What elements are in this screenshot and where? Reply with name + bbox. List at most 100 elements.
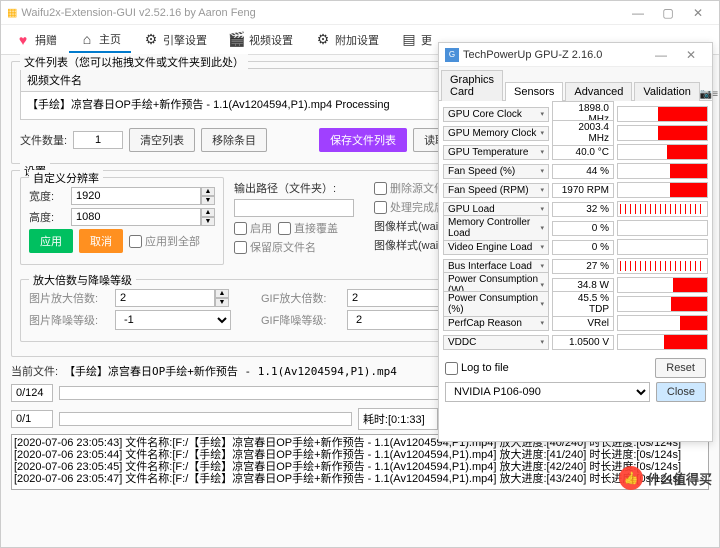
tab-sensors[interactable]: Sensors bbox=[505, 82, 563, 101]
gpuz-window: G TechPowerUp GPU-Z 2.16.0 — ✕ Graphics … bbox=[438, 42, 713, 442]
height-input[interactable]: ▲▼ bbox=[71, 208, 215, 226]
custom-res-label: 自定义分辨率 bbox=[29, 170, 103, 186]
sensor-value: 0 % bbox=[552, 221, 614, 236]
apply-all-checkbox[interactable]: 应用到全部 bbox=[129, 233, 200, 249]
maximize-button[interactable]: ▢ bbox=[653, 3, 683, 23]
current-file-value: 【手绘】凉宫春日OP手绘+新作预告 - 1.1(Av1204594,P1).mp… bbox=[64, 363, 397, 379]
sensor-row: GPU Memory Clock2003.4 MHz bbox=[443, 124, 708, 142]
sensor-name[interactable]: GPU Core Clock bbox=[443, 107, 549, 122]
watermark-icon bbox=[619, 466, 643, 490]
sensor-bar bbox=[617, 239, 708, 255]
main-titlebar[interactable]: ▦ Waifu2x-Extension-GUI v2.52.16 by Aaro… bbox=[1, 1, 719, 25]
proc-after-checkbox[interactable]: 处理完成后 bbox=[374, 199, 445, 215]
sensor-bar bbox=[617, 163, 708, 179]
sensor-bar bbox=[617, 125, 708, 141]
img-style2-label: 图像样式(wai bbox=[374, 237, 438, 253]
tab-validation[interactable]: Validation bbox=[634, 82, 700, 101]
output-path-label: 输出路径（文件夹）: bbox=[234, 180, 336, 196]
sensor-row: Power Consumption (%)45.5 % TDP bbox=[443, 295, 708, 313]
sensor-name[interactable]: GPU Memory Clock bbox=[443, 126, 549, 141]
sensor-name[interactable]: VDDC bbox=[443, 335, 549, 350]
clear-list-button[interactable]: 清空列表 bbox=[129, 128, 195, 152]
sensor-bar bbox=[617, 334, 708, 350]
output-path-input[interactable] bbox=[234, 199, 354, 217]
gif-scale-label: GIF放大倍数: bbox=[261, 290, 341, 306]
cancel-button[interactable]: 取消 bbox=[79, 229, 123, 253]
tab-video[interactable]: 🎬视频设置 bbox=[219, 28, 303, 52]
progress2-count: 0/1 bbox=[11, 410, 53, 428]
log-line: [2020-07-06 23:05:44] 文件名称:[F:/【手绘】凉宫春日O… bbox=[14, 449, 706, 461]
enable-checkbox[interactable]: 启用 bbox=[234, 220, 272, 236]
sensor-bar bbox=[617, 182, 708, 198]
sensor-name[interactable]: Fan Speed (RPM) bbox=[443, 183, 549, 198]
gears-icon: ⚙ bbox=[315, 32, 331, 48]
remove-item-button[interactable]: 移除条目 bbox=[201, 128, 267, 152]
minimize-button[interactable]: — bbox=[623, 3, 653, 23]
log-to-file-checkbox[interactable]: Log to file bbox=[445, 362, 509, 375]
tab-home[interactable]: ⌂主页 bbox=[69, 27, 131, 53]
sensor-name[interactable]: Fan Speed (%) bbox=[443, 164, 549, 179]
gear-icon: ⚙ bbox=[143, 32, 159, 48]
sensor-row: GPU Temperature40.0 °C bbox=[443, 143, 708, 161]
apply-button[interactable]: 应用 bbox=[29, 229, 73, 253]
sensor-bar bbox=[617, 201, 708, 217]
sensor-bar bbox=[617, 258, 708, 274]
file-count: 1 bbox=[73, 131, 123, 149]
gpuz-minimize-button[interactable]: — bbox=[646, 45, 676, 65]
log-line: [2020-07-06 23:05:47] 文件名称:[F:/【手绘】凉宫春日O… bbox=[14, 473, 706, 485]
gif-denoise-label: GIF降噪等级: bbox=[261, 312, 341, 328]
scale-label: 放大倍数与降噪等级 bbox=[29, 272, 136, 288]
sensor-value: 27 % bbox=[552, 259, 614, 274]
tab-more[interactable]: ▤更 bbox=[391, 28, 442, 52]
delete-src-checkbox[interactable]: 删除源文件 bbox=[374, 180, 445, 196]
sensor-row: PerfCap ReasonVRel bbox=[443, 314, 708, 332]
gpuz-title: TechPowerUp GPU-Z 2.16.0 bbox=[463, 49, 602, 61]
tab-advanced[interactable]: Advanced bbox=[565, 82, 632, 101]
overwrite-checkbox[interactable]: 直接覆盖 bbox=[278, 220, 338, 236]
width-input[interactable]: ▲▼ bbox=[71, 187, 215, 205]
close-button[interactable]: ✕ bbox=[683, 3, 713, 23]
sensor-row: Memory Controller Load0 % bbox=[443, 219, 708, 237]
progress1-count: 0/124 bbox=[11, 384, 53, 402]
device-select[interactable]: NVIDIA P106-090 bbox=[445, 382, 650, 402]
sensor-name[interactable]: PerfCap Reason bbox=[443, 316, 549, 331]
reset-button[interactable]: Reset bbox=[655, 358, 706, 378]
tab-graphics-card[interactable]: Graphics Card bbox=[441, 70, 503, 101]
menu-icon[interactable]: ≡ bbox=[712, 89, 718, 100]
sensor-value: 1970 RPM bbox=[552, 183, 614, 198]
sensor-row: Fan Speed (RPM)1970 RPM bbox=[443, 181, 708, 199]
tab-addon[interactable]: ⚙附加设置 bbox=[305, 28, 389, 52]
log-line: [2020-07-06 23:05:45] 文件名称:[F:/【手绘】凉宫春日O… bbox=[14, 461, 706, 473]
save-list-button[interactable]: 保存文件列表 bbox=[319, 128, 407, 152]
sensor-value: 44 % bbox=[552, 164, 614, 179]
tab-donate[interactable]: ♥捐赠 bbox=[5, 28, 67, 52]
sensor-name[interactable]: Video Engine Load bbox=[443, 240, 549, 255]
progress2-bar bbox=[59, 412, 352, 426]
sensor-bar bbox=[617, 296, 708, 312]
gpuz-titlebar[interactable]: G TechPowerUp GPU-Z 2.16.0 — ✕ bbox=[439, 43, 712, 67]
sensor-bar bbox=[617, 106, 708, 122]
sensor-name[interactable]: Memory Controller Load bbox=[443, 215, 549, 241]
height-label: 高度: bbox=[29, 209, 65, 225]
custom-res-group: 自定义分辨率 宽度: ▲▼ 高度: ▲▼ 应用 取消 应用到全部 bbox=[20, 177, 224, 265]
img-scale-input[interactable]: ▲▼ bbox=[115, 289, 229, 307]
img-denoise-label: 图片降噪等级: bbox=[29, 312, 109, 328]
sensor-name[interactable]: Power Consumption (%) bbox=[443, 291, 549, 317]
filelist-label: 文件列表（您可以拖拽文件或文件夹到此处） bbox=[20, 54, 248, 70]
elapsed2: 耗时:[0:1:33] bbox=[358, 408, 438, 430]
img-scale-label: 图片放大倍数: bbox=[29, 290, 109, 306]
gpuz-close-button[interactable]: ✕ bbox=[676, 45, 706, 65]
img-style1-label: 图像样式(wai bbox=[374, 218, 438, 234]
more-icon: ▤ bbox=[401, 32, 417, 48]
gpuz-close-btn[interactable]: Close bbox=[656, 382, 706, 402]
log-area[interactable]: [2020-07-06 23:05:43] 文件名称:[F:/【手绘】凉宫春日O… bbox=[11, 434, 709, 490]
width-label: 宽度: bbox=[29, 188, 65, 204]
keep-name-checkbox[interactable]: 保留原文件名 bbox=[234, 239, 316, 255]
img-denoise-select[interactable]: -1 bbox=[115, 310, 231, 330]
sensor-name[interactable]: GPU Temperature bbox=[443, 145, 549, 160]
main-title: Waifu2x-Extension-GUI v2.52.16 by Aaron … bbox=[21, 7, 255, 19]
sensor-value: 2003.4 MHz bbox=[552, 120, 614, 146]
home-icon: ⌂ bbox=[79, 31, 95, 47]
screenshot-icon[interactable]: 📷 bbox=[700, 89, 712, 100]
tab-engine[interactable]: ⚙引擎设置 bbox=[133, 28, 217, 52]
